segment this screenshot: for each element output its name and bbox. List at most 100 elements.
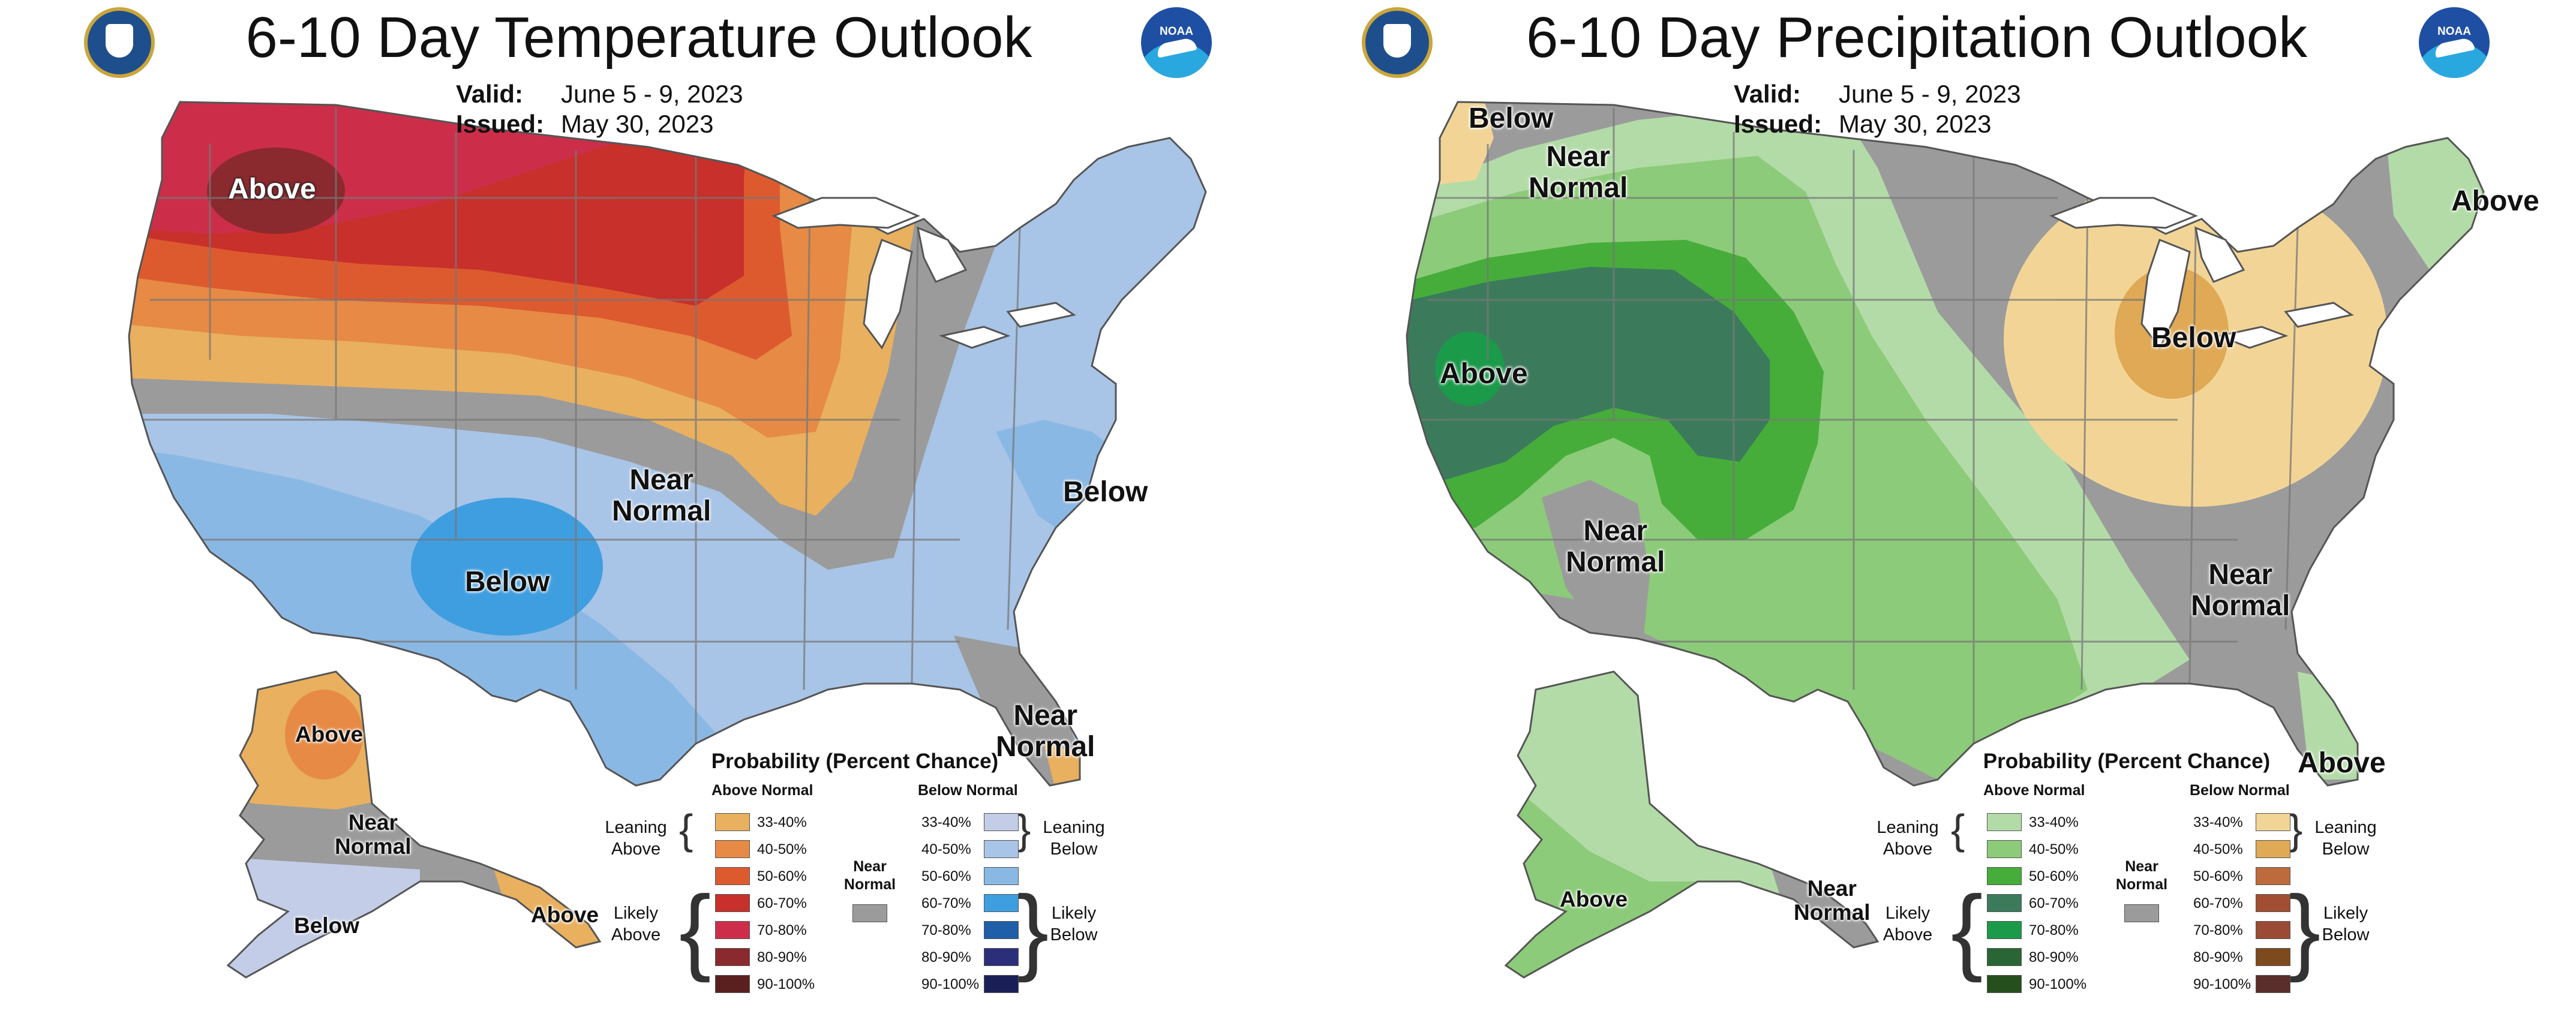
issued-value: May 30, 2023 [1839, 110, 1992, 138]
legend-title: Probability (Percent Chance) [1983, 750, 2271, 773]
legend-swatch-right [2256, 813, 2290, 831]
legend-swatch-left [1987, 867, 2022, 885]
legend-range-left: 50-60% [757, 868, 807, 884]
legend-leaning-above: Leaning Above [605, 818, 667, 859]
map-label-above-ne: Above [2451, 185, 2539, 217]
noaa-logo-icon: NOAA [2419, 7, 2490, 78]
legend-likely-above: Likely Above [1883, 904, 1933, 944]
brace-icon: } [1017, 806, 1031, 853]
legend-range-right: 70-80% [2193, 922, 2243, 938]
legend-swatch-right [984, 840, 1019, 858]
legend-swatch-right [2256, 840, 2290, 858]
brace-icon: { [679, 806, 693, 853]
legend-range-left: 90-100% [757, 976, 815, 992]
legend-range-right: 60-70% [921, 895, 971, 911]
valid-label: Valid: [456, 80, 524, 108]
valid-label: Valid: [1734, 80, 1802, 108]
map-label-below-east: Below [1063, 476, 1148, 508]
legend-swatch-left [1987, 894, 2022, 912]
legend-near-normal: Near Normal [2115, 858, 2168, 893]
legend-range-right: 33-40% [921, 814, 971, 831]
commerce-seal-icon [84, 7, 155, 78]
map-label-ak-above: Above [295, 722, 364, 747]
legend-near-normal-swatch [2124, 904, 2159, 922]
legend-swatch-right [2256, 867, 2290, 885]
legend-range-left: 70-80% [757, 922, 807, 938]
noaa-logo-icon: NOAA [1141, 7, 1212, 78]
temperature-legend: Probability (Percent Chance) Above Norma… [600, 750, 1110, 1013]
legend-swatch-left [1987, 948, 2022, 966]
brace-icon: } [2289, 806, 2303, 853]
legend-range-right: 40-50% [921, 841, 971, 857]
legend-range-right: 50-60% [921, 868, 971, 884]
legend-likely-above: Likely Above [611, 904, 661, 944]
legend-swatch-right [2256, 948, 2290, 966]
valid-value: June 5 - 9, 2023 [1839, 80, 2021, 108]
precipitation-outlook-panel: NOAA 6-10 Day Precipitation Outlook Vali… [1278, 0, 2556, 1014]
legend-range-right: 90-100% [2193, 976, 2251, 992]
map-label-ak-near-normal: Near Normal [335, 810, 412, 859]
legend-range-left: 70-80% [2029, 922, 2079, 938]
legend-swatch-right [2256, 975, 2290, 993]
legend-range-left: 60-70% [757, 895, 807, 911]
legend-leaning-below: Leaning Below [1043, 818, 1105, 859]
map-label-near-normal-nw: Near Normal [1529, 141, 1628, 204]
legend-range-right: 80-90% [921, 949, 971, 965]
legend-near-normal: Near Normal [843, 858, 896, 893]
legend-likely-below: Likely Below [2322, 904, 2370, 944]
legend-range-left: 33-40% [757, 814, 807, 831]
brace-icon: } [2289, 875, 2321, 983]
map-label-ak-near-normal: Near Normal [1794, 876, 1871, 925]
map-label-below-sw: Below [465, 566, 550, 598]
precipitation-title: 6-10 Day Precipitation Outlook [1526, 5, 2307, 70]
map-label-near-normal-se: Near Normal [2191, 559, 2290, 622]
legend-range-right: 80-90% [2193, 949, 2243, 965]
temperature-dates: Valid: June 5 - 9, 2023 Issued: May 30, 20… [456, 79, 743, 139]
map-label-below-nw: Below [1469, 103, 1554, 134]
legend-range-left: 60-70% [2029, 895, 2079, 911]
map-label-ak-above: Above [1560, 887, 1628, 911]
legend-range-left: 40-50% [757, 841, 807, 857]
map-label-near-normal-center: Near Normal [612, 464, 711, 527]
legend-range-right: 60-70% [2193, 895, 2243, 911]
legend-swatch-left [715, 948, 750, 966]
legend-swatch-left [1987, 813, 2022, 831]
issued-label: Issued: [456, 110, 545, 138]
temperature-title: 6-10 Day Temperature Outlook [245, 5, 1032, 70]
legend-leaning-above: Leaning Above [1877, 818, 1939, 859]
legend-range-left: 80-90% [757, 949, 807, 965]
temperature-outlook-panel: NOAA 6-10 Day Temperature Outlook Valid:… [0, 0, 1278, 1014]
map-label-above-nw: Above [228, 173, 316, 205]
legend-swatch-right [984, 867, 1019, 885]
legend-near-normal-swatch [852, 904, 887, 922]
legend-right-header: Below Normal [918, 782, 1018, 799]
legend-range-right: 33-40% [2193, 814, 2243, 831]
legend-left-header: Above Normal [1983, 782, 2085, 799]
legend-range-right: 90-100% [921, 976, 980, 992]
legend-range-left: 33-40% [2029, 814, 2079, 831]
legend-range-left: 40-50% [2029, 841, 2079, 857]
legend-range-left: 80-90% [2029, 949, 2079, 965]
valid-value: June 5 - 9, 2023 [561, 80, 743, 108]
legend-right-header: Below Normal [2190, 782, 2290, 799]
brace-icon: { [679, 875, 711, 983]
legend-swatch-left [715, 840, 750, 858]
legend-likely-below: Likely Below [1050, 904, 1098, 944]
map-label-near-normal-fl: Near Normal [996, 700, 1095, 763]
legend-swatch-left [715, 813, 750, 831]
legend-range-left: 90-100% [2029, 976, 2087, 992]
brace-icon: { [1951, 875, 1983, 983]
issued-label: Issued: [1734, 110, 1823, 138]
map-label-near-normal-nv: Near Normal [1566, 515, 1665, 578]
legend-swatch-left [715, 975, 750, 993]
map-label-above-fl: Above [2298, 747, 2386, 779]
map-label-ak-below: Below [294, 913, 359, 938]
issued-value: May 30, 2023 [561, 110, 714, 138]
legend-swatch-right [984, 975, 1019, 993]
precipitation-outlook-map [1406, 101, 2485, 979]
legend-swatch-left [1987, 921, 2022, 939]
legend-range-right: 50-60% [2193, 868, 2243, 884]
legend-swatch-right [2256, 921, 2290, 939]
brace-icon: } [1017, 875, 1049, 983]
legend-swatch-right [2256, 894, 2290, 912]
